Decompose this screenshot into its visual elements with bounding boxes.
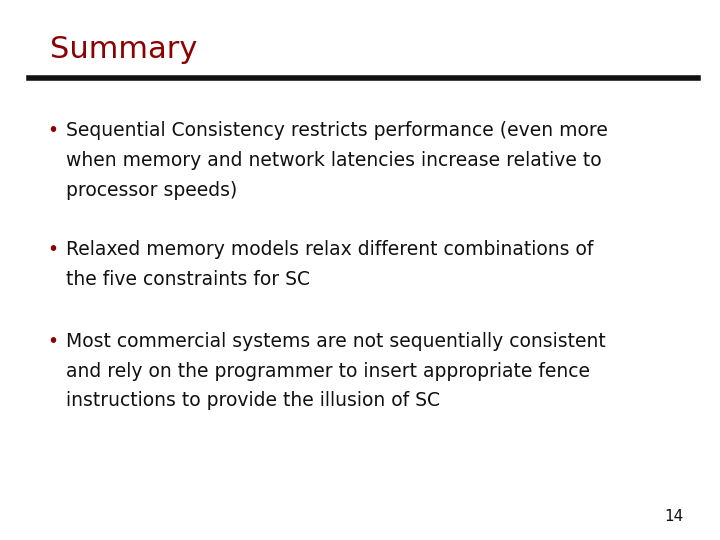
Text: Most commercial systems are not sequentially consistent: Most commercial systems are not sequenti… (66, 332, 606, 351)
Text: •: • (47, 332, 58, 351)
Text: instructions to provide the illusion of SC: instructions to provide the illusion of … (66, 392, 440, 410)
Text: when memory and network latencies increase relative to: when memory and network latencies increa… (66, 151, 602, 170)
Text: Sequential Consistency restricts performance (even more: Sequential Consistency restricts perform… (66, 122, 608, 140)
Text: processor speeds): processor speeds) (66, 181, 238, 200)
Text: Relaxed memory models relax different combinations of: Relaxed memory models relax different co… (66, 240, 593, 259)
Text: the five constraints for SC: the five constraints for SC (66, 270, 310, 289)
Text: and rely on the programmer to insert appropriate fence: and rely on the programmer to insert app… (66, 362, 590, 381)
Text: Summary: Summary (50, 35, 198, 64)
Text: •: • (47, 122, 58, 140)
Text: 14: 14 (665, 509, 684, 524)
Text: •: • (47, 240, 58, 259)
